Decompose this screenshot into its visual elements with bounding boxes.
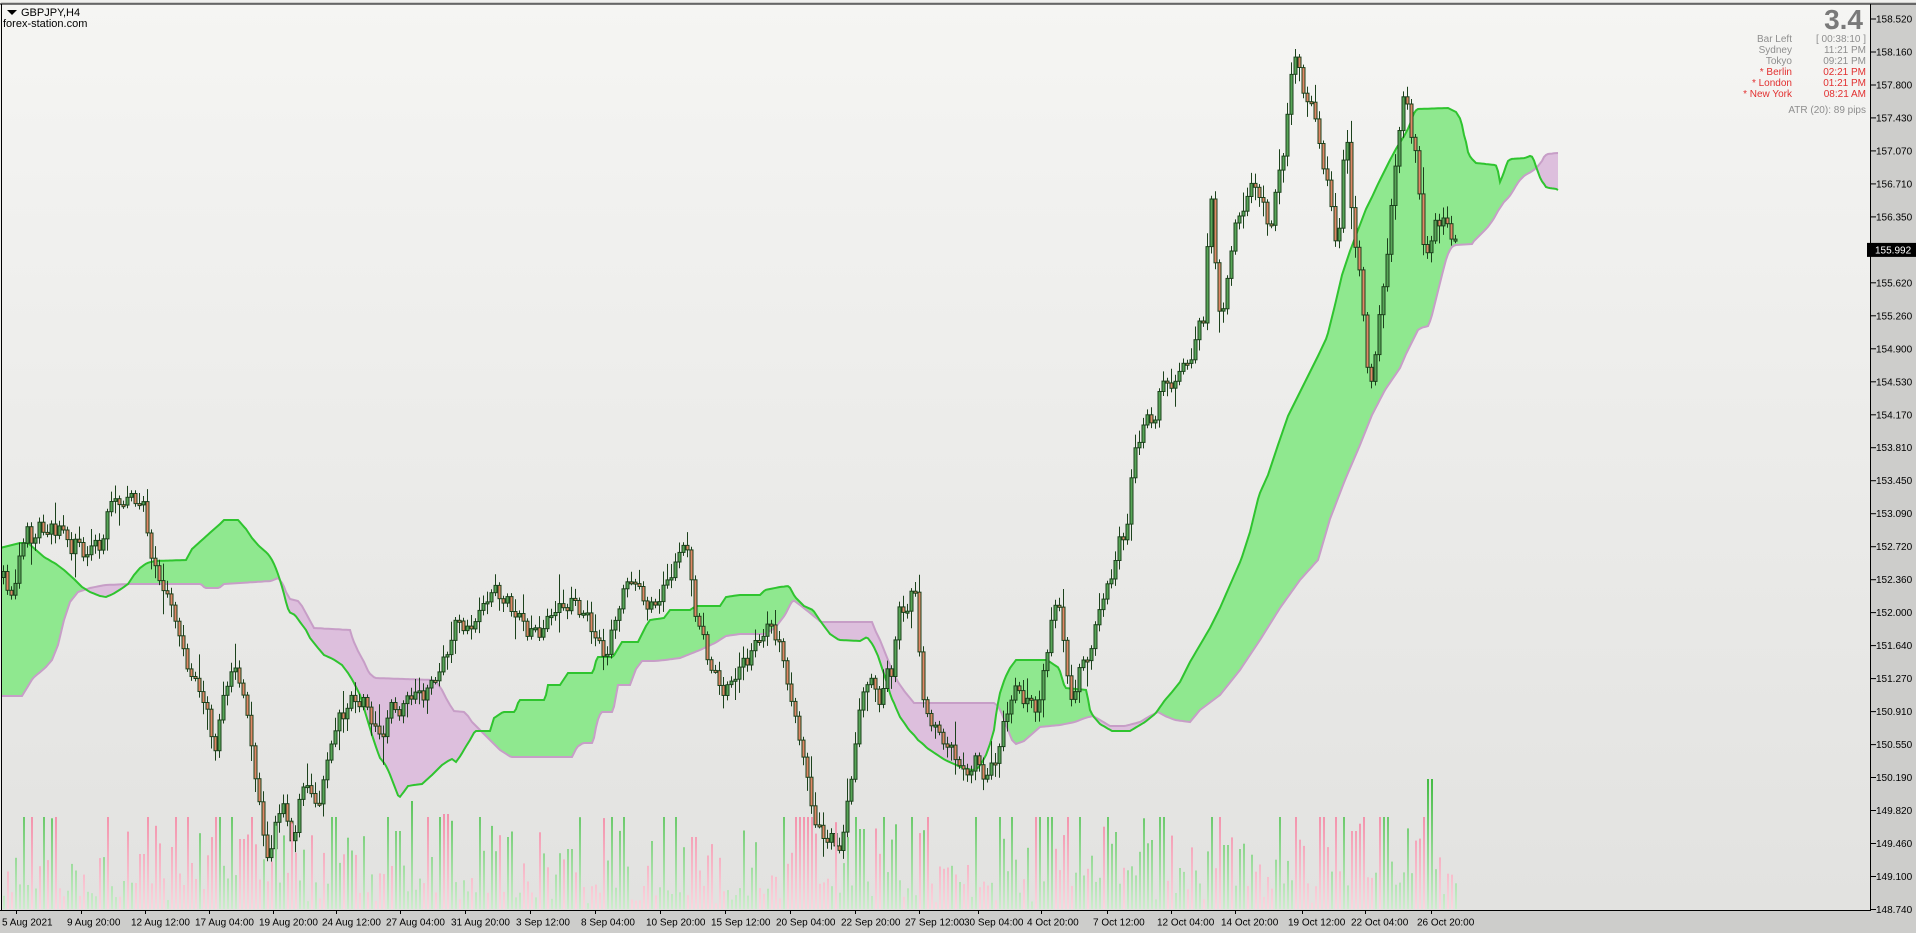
svg-text:150.910: 150.910 (1876, 707, 1913, 718)
svg-text:14 Oct 20:00: 14 Oct 20:00 (1221, 918, 1279, 929)
svg-text:11:21 PM: 11:21 PM (1824, 45, 1866, 56)
svg-text:149.460: 149.460 (1876, 839, 1913, 850)
svg-text:* New York: * New York (1743, 89, 1793, 100)
svg-text:19 Aug 20:00: 19 Aug 20:00 (259, 918, 318, 929)
svg-text:22 Oct 04:00: 22 Oct 04:00 (1351, 918, 1409, 929)
svg-text:3 Sep 12:00: 3 Sep 12:00 (516, 918, 570, 929)
svg-text:12 Oct 04:00: 12 Oct 04:00 (1157, 918, 1215, 929)
svg-text:27 Aug 04:00: 27 Aug 04:00 (386, 918, 445, 929)
svg-text:7 Oct 12:00: 7 Oct 12:00 (1093, 918, 1145, 929)
svg-text:150.190: 150.190 (1876, 773, 1913, 784)
svg-text:153.450: 153.450 (1876, 476, 1913, 487)
svg-text:Bar Left: Bar Left (1757, 34, 1792, 45)
svg-text:156.710: 156.710 (1876, 179, 1913, 190)
svg-text:* London: * London (1752, 78, 1792, 89)
svg-text:30 Sep 04:00: 30 Sep 04:00 (964, 918, 1024, 929)
svg-text:[ 00:38:10 ]: [ 00:38:10 ] (1816, 34, 1866, 45)
svg-text:10 Sep 20:00: 10 Sep 20:00 (646, 918, 706, 929)
svg-text:9 Aug 20:00: 9 Aug 20:00 (67, 918, 121, 929)
svg-text:154.900: 154.900 (1876, 344, 1913, 355)
svg-text:19 Oct 12:00: 19 Oct 12:00 (1288, 918, 1346, 929)
svg-text:157.430: 157.430 (1876, 113, 1913, 124)
svg-text:31 Aug 20:00: 31 Aug 20:00 (451, 918, 510, 929)
svg-text:158.160: 158.160 (1876, 48, 1913, 59)
svg-text:15 Sep 12:00: 15 Sep 12:00 (711, 918, 771, 929)
svg-text:3.4: 3.4 (1824, 4, 1863, 35)
svg-text:20 Sep 04:00: 20 Sep 04:00 (776, 918, 836, 929)
svg-text:Tokyo: Tokyo (1766, 56, 1793, 67)
svg-text:26 Oct 20:00: 26 Oct 20:00 (1417, 918, 1475, 929)
svg-text:24 Aug 12:00: 24 Aug 12:00 (322, 918, 381, 929)
svg-text:156.350: 156.350 (1876, 212, 1913, 223)
svg-text:8 Sep 04:00: 8 Sep 04:00 (581, 918, 635, 929)
svg-text:152.720: 152.720 (1876, 542, 1913, 553)
svg-text:155.992: 155.992 (1875, 245, 1912, 256)
svg-text:Sydney: Sydney (1759, 45, 1792, 56)
svg-text:4 Oct 20:00: 4 Oct 20:00 (1027, 918, 1079, 929)
svg-text:151.640: 151.640 (1876, 641, 1913, 652)
svg-text:155.260: 155.260 (1876, 311, 1913, 322)
svg-text:09:21 PM: 09:21 PM (1823, 56, 1866, 67)
svg-text:150.550: 150.550 (1876, 740, 1913, 751)
svg-text:151.270: 151.270 (1876, 674, 1913, 685)
svg-text:152.000: 152.000 (1876, 608, 1913, 619)
svg-text:08:21 AM: 08:21 AM (1824, 89, 1866, 100)
svg-text:157.070: 157.070 (1876, 146, 1913, 157)
svg-text:01:21 PM: 01:21 PM (1823, 78, 1866, 89)
svg-text:5 Aug 2021: 5 Aug 2021 (2, 918, 53, 929)
svg-text:GBPJPY,H4: GBPJPY,H4 (21, 7, 80, 19)
svg-text:12 Aug 12:00: 12 Aug 12:00 (131, 918, 190, 929)
svg-text:152.360: 152.360 (1876, 575, 1913, 586)
svg-text:153.090: 153.090 (1876, 509, 1913, 520)
svg-text:17 Aug 04:00: 17 Aug 04:00 (195, 918, 254, 929)
svg-text:157.800: 157.800 (1876, 81, 1913, 92)
svg-text:forex-station.com: forex-station.com (3, 18, 87, 30)
svg-text:148.740: 148.740 (1876, 905, 1913, 916)
svg-text:149.100: 149.100 (1876, 872, 1913, 883)
svg-text:02:21 PM: 02:21 PM (1823, 67, 1866, 78)
svg-text:154.530: 154.530 (1876, 377, 1913, 388)
svg-text:158.520: 158.520 (1876, 15, 1913, 26)
svg-text:149.820: 149.820 (1876, 806, 1913, 817)
svg-text:153.810: 153.810 (1876, 443, 1913, 454)
svg-text:ATR (20): 89 pips: ATR (20): 89 pips (1788, 105, 1866, 116)
svg-text:154.170: 154.170 (1876, 410, 1913, 421)
svg-text:155.620: 155.620 (1876, 278, 1913, 289)
svg-text:22 Sep 20:00: 22 Sep 20:00 (841, 918, 901, 929)
svg-text:* Berlin: * Berlin (1760, 67, 1792, 78)
svg-text:27 Sep 12:00: 27 Sep 12:00 (905, 918, 965, 929)
